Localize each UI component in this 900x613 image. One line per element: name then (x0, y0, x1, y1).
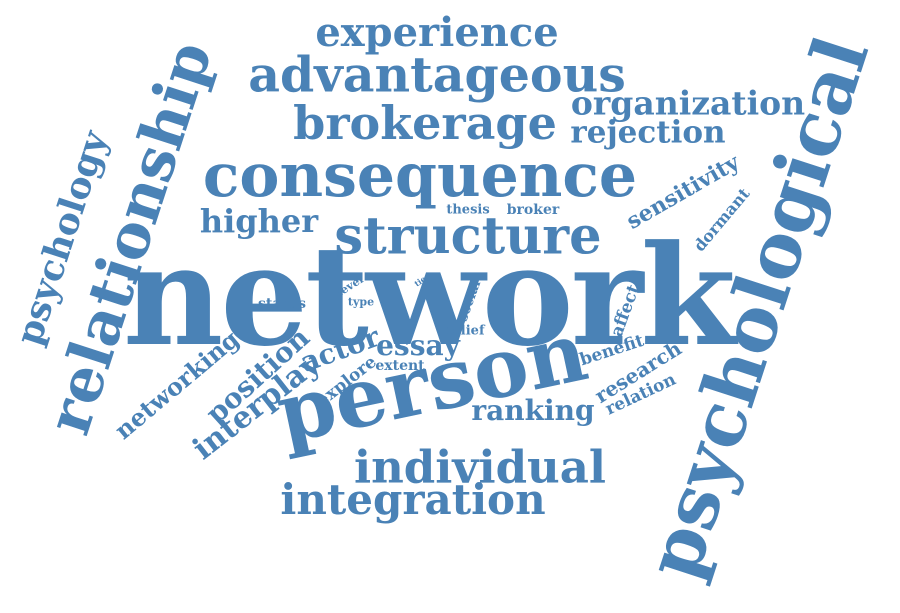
word-rejection: rejection (570, 114, 726, 151)
word-type: type (347, 295, 375, 309)
word-status: status (258, 296, 306, 312)
word-ranking: ranking (471, 394, 595, 427)
word-experience: experience (315, 9, 559, 56)
word-extent: extent (375, 358, 425, 374)
word-structure: structure (334, 206, 602, 267)
word-higher: higher (199, 202, 319, 240)
word-individual: individual (353, 440, 607, 494)
word-thesis: thesis (446, 202, 490, 218)
word-essay: essay (376, 329, 460, 362)
word-consequence: consequence (202, 141, 638, 211)
word-integration: integration (280, 475, 546, 524)
word-broker: broker (506, 202, 560, 218)
word-organization: organization (570, 83, 806, 123)
word-belief: belief (443, 323, 485, 339)
word-brokerage: brokerage (293, 96, 557, 150)
word-network: network (122, 214, 736, 377)
word-advantageous: advantageous (248, 45, 626, 104)
